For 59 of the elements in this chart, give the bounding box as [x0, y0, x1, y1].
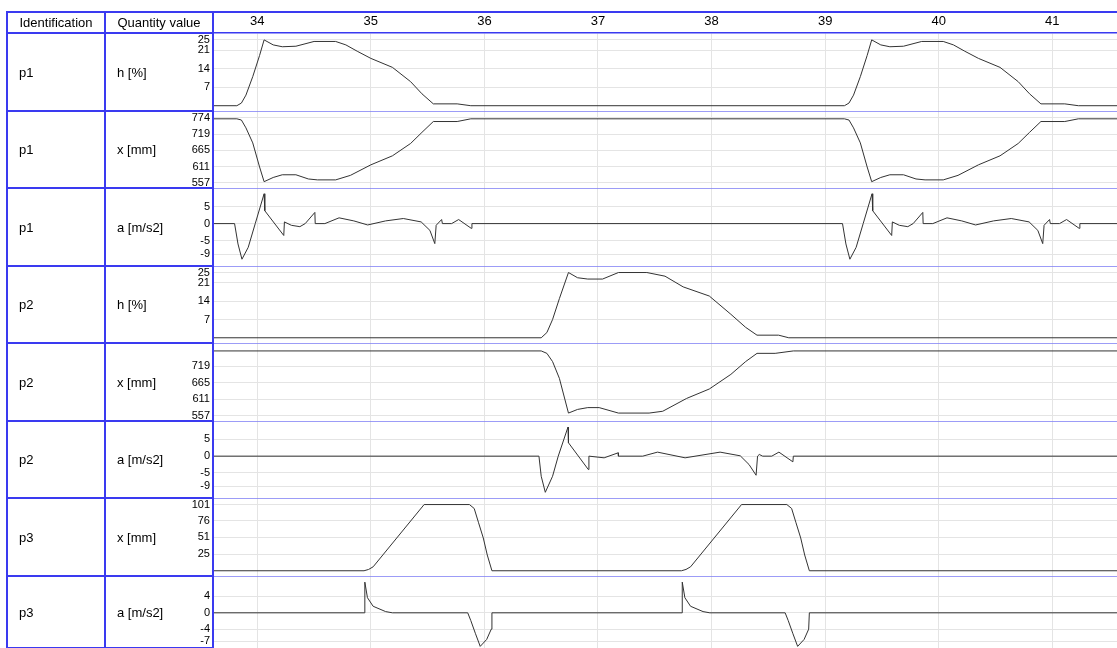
- y-tick-label: 665: [191, 375, 210, 388]
- x-tick-label: 38: [704, 12, 719, 28]
- y-tick-label: 557: [191, 175, 210, 188]
- y-tick-label: 0: [203, 605, 210, 618]
- x-tick-label: 34: [250, 12, 265, 28]
- y-tick-label: -9: [200, 247, 210, 260]
- y-tick-label: -4: [200, 622, 210, 635]
- y-tick-label: -5: [200, 465, 210, 478]
- x-tick-label: 35: [363, 12, 379, 28]
- x-tick-label: 41: [1045, 12, 1060, 28]
- y-tick-label: 25: [197, 547, 210, 560]
- x-tick-label: 40: [931, 12, 946, 28]
- x-tick-label: 37: [590, 12, 606, 28]
- y-tick-label: 0: [203, 449, 210, 462]
- y-axis-title: a [m/s2]: [117, 218, 164, 237]
- y-tick-label: 51: [197, 530, 210, 543]
- y-tick-label: -7: [200, 634, 210, 647]
- y-tick-label: 0: [203, 216, 210, 229]
- y-tick-label: 665: [191, 143, 210, 156]
- y-axis-title: x [mm]: [117, 528, 156, 547]
- y-axis-title: h [%]: [117, 63, 147, 82]
- text: Identification: [18, 13, 94, 32]
- y-tick-label: 611: [192, 159, 210, 172]
- y-tick-label: 25: [197, 265, 210, 278]
- y-tick-label: 21: [197, 43, 210, 56]
- text: Quantity value: [116, 13, 202, 32]
- y-tick-label: 611: [192, 392, 210, 405]
- y-tick-label: 14: [197, 294, 210, 307]
- text: p2: [19, 451, 34, 469]
- y-axis-title: a [m/s2]: [117, 451, 164, 469]
- text: p1: [19, 63, 34, 82]
- y-tick-label: 557: [191, 408, 210, 421]
- y-tick-label: 5: [203, 432, 210, 445]
- y-tick-label: 7: [203, 80, 210, 93]
- text: p3: [19, 528, 34, 547]
- y-tick-label: -9: [200, 479, 210, 492]
- y-axis-title: x [mm]: [117, 373, 156, 392]
- y-axis-title: a [m/s2]: [117, 603, 164, 622]
- y-tick-label: 774: [191, 110, 210, 123]
- y-axis-title: x [mm]: [117, 141, 156, 159]
- x-tick-label: 36: [477, 12, 492, 28]
- y-axis-title: h [%]: [117, 296, 147, 314]
- y-tick-label: 719: [191, 127, 210, 140]
- y-tick-label: -5: [200, 233, 210, 246]
- y-tick-label: 21: [197, 276, 210, 288]
- text: p1: [19, 218, 34, 237]
- y-tick-label: 14: [197, 61, 210, 74]
- y-tick-label: 25: [197, 32, 210, 45]
- y-tick-label: 5: [203, 199, 210, 212]
- y-tick-label: 7: [203, 312, 210, 325]
- y-tick-label: 719: [191, 359, 210, 372]
- y-tick-label: 101: [191, 497, 210, 510]
- text: p2: [19, 296, 34, 314]
- y-tick-label: 4: [203, 589, 210, 602]
- text: p3: [19, 603, 34, 622]
- x-tick-label: 39: [817, 12, 833, 28]
- y-tick-label: 76: [197, 513, 210, 526]
- text: p1: [19, 141, 34, 159]
- text: p2: [19, 373, 34, 392]
